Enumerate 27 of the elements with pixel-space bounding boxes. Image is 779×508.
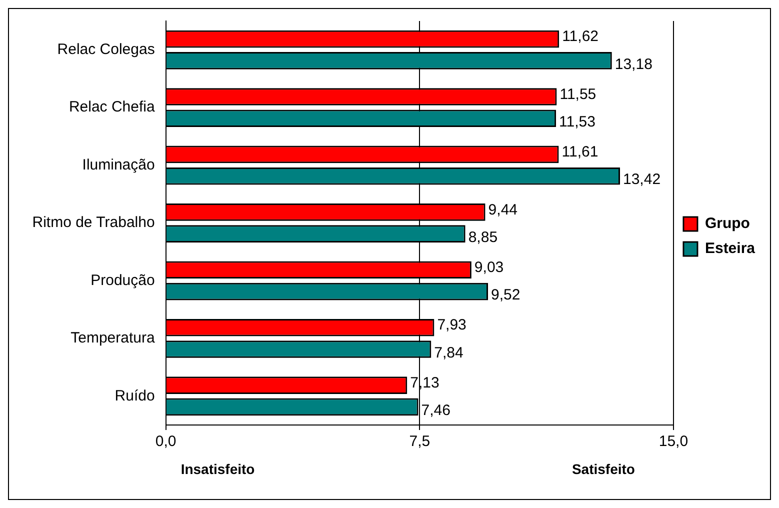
data-label: 11,61 bbox=[562, 144, 598, 161]
data-label: 9,44 bbox=[488, 201, 518, 218]
x-tick-label: 7,5 bbox=[409, 433, 430, 450]
legend-label: Esteira bbox=[704, 240, 756, 258]
y-tick-label: Temperatura bbox=[70, 330, 156, 347]
y-tick-label: Ruído bbox=[114, 387, 155, 404]
data-label: 9,03 bbox=[474, 259, 504, 276]
text: Satisfeito bbox=[572, 460, 635, 477]
x-tick-label: 0,0 bbox=[155, 433, 176, 450]
data-label: 7,46 bbox=[421, 402, 450, 420]
data-label: 11,53 bbox=[559, 114, 596, 131]
data-label: 13,18 bbox=[614, 56, 652, 73]
text: Insatisfeito bbox=[180, 460, 255, 477]
y-tick-label: Relac Chefia bbox=[68, 98, 156, 116]
y-tick-label: Iluminação bbox=[82, 156, 155, 174]
data-label: 11,62 bbox=[562, 28, 599, 46]
data-label: 11,55 bbox=[560, 86, 596, 103]
y-tick-label: Produção bbox=[90, 272, 155, 289]
data-label: 7,93 bbox=[437, 316, 466, 334]
legend-label: Grupo bbox=[704, 215, 750, 232]
data-label: 13,42 bbox=[622, 171, 661, 188]
x-tick-label: 15,0 bbox=[658, 433, 688, 450]
data-label: 7,84 bbox=[434, 344, 464, 362]
y-tick-label: Relac Colegas bbox=[57, 41, 155, 58]
data-label: 9,52 bbox=[491, 286, 520, 304]
y-tick-label: Ritmo de Trabalho bbox=[32, 214, 155, 232]
data-label: 8,85 bbox=[468, 228, 498, 246]
